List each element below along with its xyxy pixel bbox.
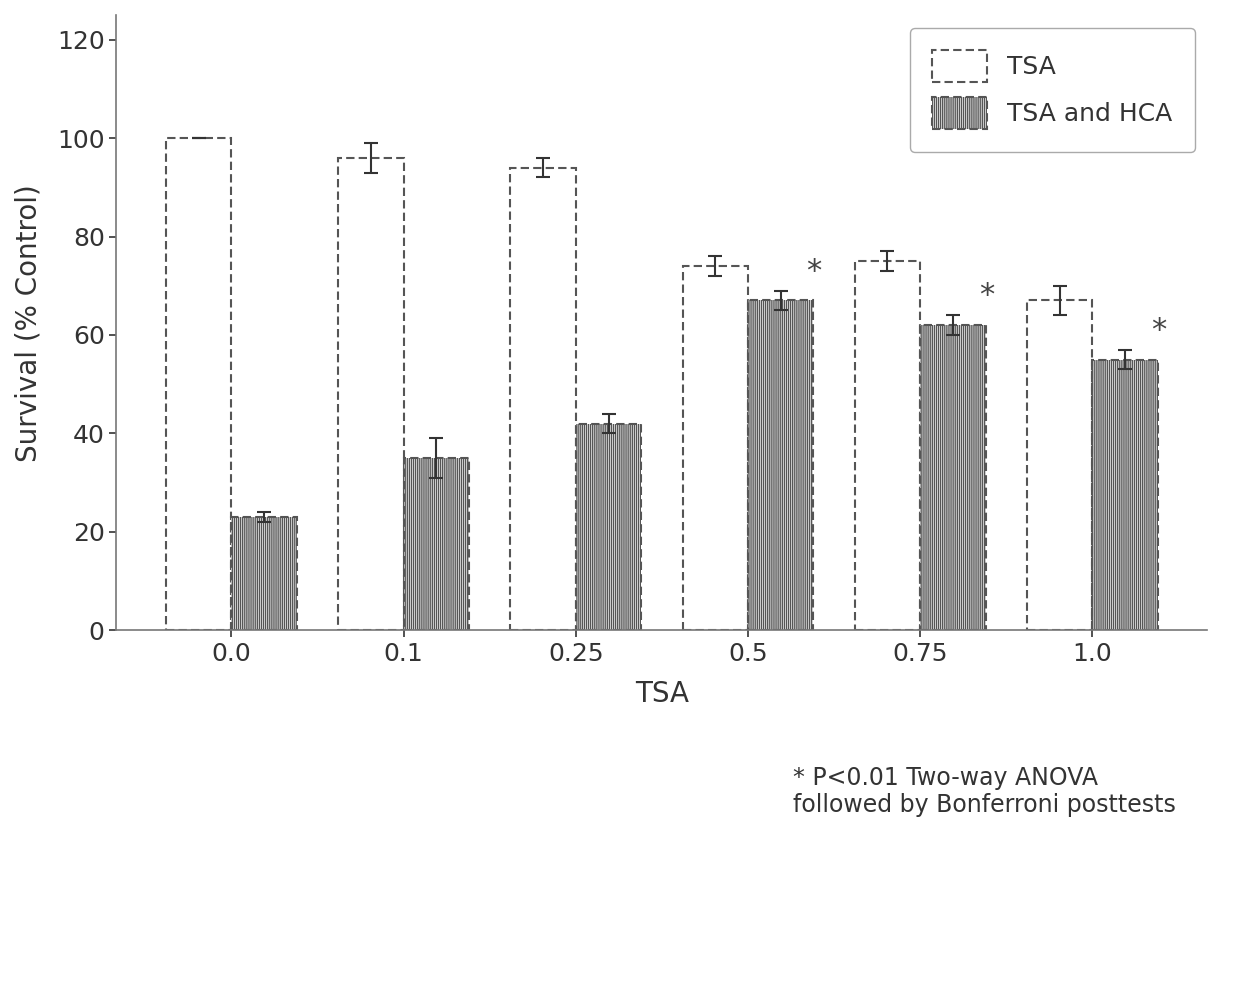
Text: *: * bbox=[978, 282, 994, 310]
Text: *: * bbox=[1151, 316, 1166, 344]
Bar bbox=[1027, 300, 1092, 631]
Bar bbox=[511, 168, 575, 631]
Bar bbox=[1092, 360, 1158, 631]
Text: *: * bbox=[806, 257, 822, 285]
Bar bbox=[920, 325, 986, 631]
Text: * P<0.01 Two-way ANOVA
followed by Bonferroni posttests: * P<0.01 Two-way ANOVA followed by Bonfe… bbox=[792, 765, 1176, 817]
Bar bbox=[232, 517, 296, 631]
Y-axis label: Survival (% Control): Survival (% Control) bbox=[15, 183, 43, 461]
X-axis label: TSA: TSA bbox=[635, 680, 689, 708]
Bar bbox=[748, 300, 813, 631]
Bar bbox=[854, 261, 920, 631]
Bar bbox=[682, 266, 748, 631]
Bar bbox=[575, 424, 641, 631]
Bar bbox=[166, 138, 232, 631]
Bar bbox=[404, 458, 469, 631]
Bar bbox=[339, 158, 404, 631]
Legend: TSA, TSA and HCA: TSA, TSA and HCA bbox=[910, 27, 1195, 152]
